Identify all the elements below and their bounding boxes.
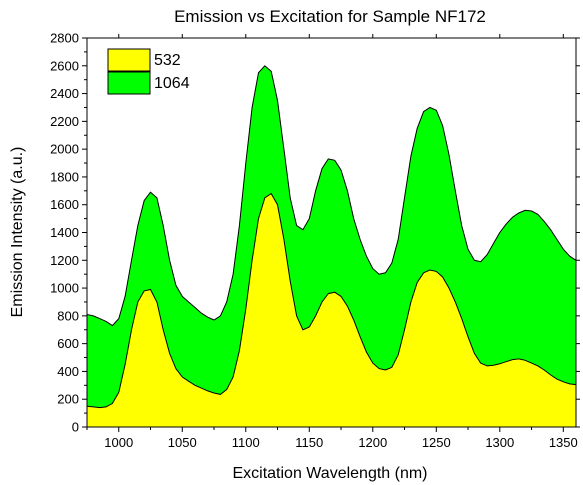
y-tick-label: 800 <box>57 308 79 323</box>
x-tick-label: 1050 <box>168 435 197 450</box>
y-tick-label: 2800 <box>50 31 79 46</box>
y-tick-label: 2200 <box>50 114 79 129</box>
y-tick-label: 200 <box>57 392 79 407</box>
x-tick-label: 1350 <box>549 435 578 450</box>
legend-label-532: 532 <box>154 52 181 69</box>
y-tick-label: 0 <box>72 420 79 435</box>
y-tick-label: 400 <box>57 364 79 379</box>
x-tick-label: 1000 <box>104 435 133 450</box>
x-tick-label: 1200 <box>358 435 387 450</box>
legend: 532 1064 <box>107 48 190 95</box>
series-line-1064 <box>86 65 577 327</box>
y-tick-label: 1600 <box>50 197 79 212</box>
series-line-532 <box>86 192 577 409</box>
x-tick-label: 1100 <box>232 435 260 450</box>
y-tick-label: 1400 <box>50 225 79 240</box>
chart-title: Emission vs Excitation for Sample NF172 <box>174 7 486 26</box>
y-axis-title: Emission Intensity (a.u.) <box>9 147 26 318</box>
y-tick-label: 1800 <box>50 169 79 184</box>
x-axis-title: Excitation Wavelength (nm) <box>232 465 427 482</box>
y-axis: 0 200 400 600 800 1000 1200 1400 1600 1800 2000 220… <box>50 31 580 435</box>
y-tick-label: 2400 <box>50 86 79 101</box>
series-layer <box>86 65 577 428</box>
y-tick-label: 600 <box>57 336 79 351</box>
x-tick-label: 1150 <box>295 435 323 450</box>
legend-swatch-532 <box>107 48 151 72</box>
y-tick-label: 1200 <box>50 253 79 268</box>
legend-swatch-1064 <box>107 71 151 95</box>
y-tick-label: 1000 <box>50 281 79 296</box>
x-tick-label: 1250 <box>422 435 451 450</box>
y-tick-label: 2000 <box>50 142 79 157</box>
y-tick-label: 2600 <box>50 58 79 73</box>
x-tick-label: 1300 <box>485 435 514 450</box>
x-axis: 1000 1050 1100 1150 1200 1250 1300 1350 <box>86 34 578 450</box>
series-area-532 <box>87 193 576 427</box>
legend-label-1064: 1064 <box>154 75 190 92</box>
